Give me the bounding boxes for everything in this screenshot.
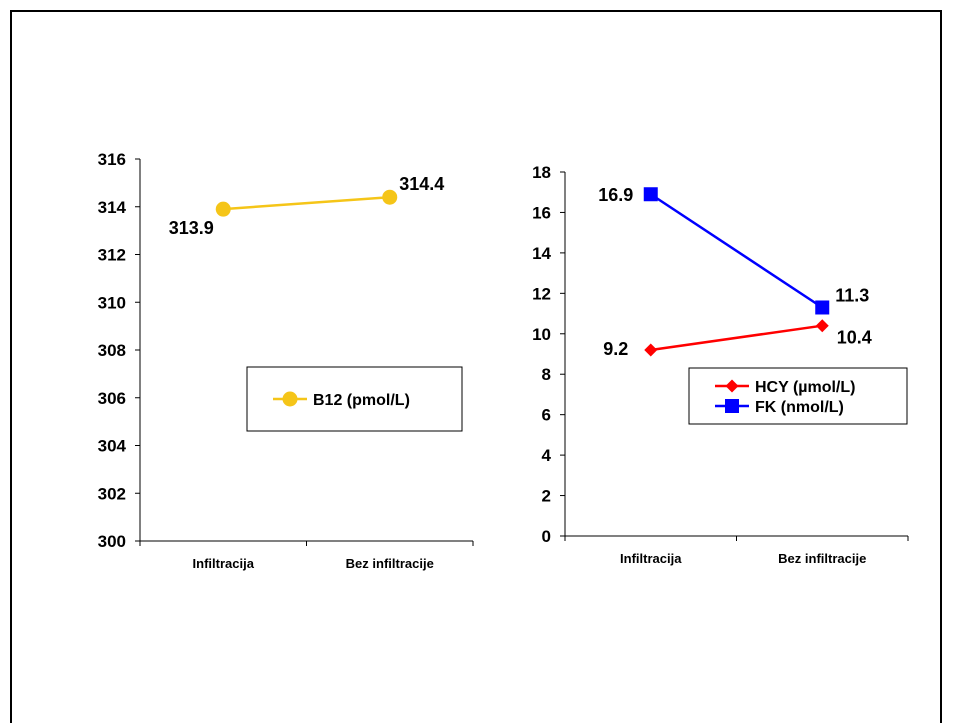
legend-box xyxy=(688,367,908,425)
y-tick-label: 0 xyxy=(542,527,551,546)
x-tick-label: Bez infiltracije xyxy=(346,556,434,571)
series-line-2 xyxy=(650,193,823,309)
y-tick-label: 310 xyxy=(98,293,126,312)
x-tick-label: Infiltracija xyxy=(620,551,682,566)
legend-swatch-marker xyxy=(725,399,739,413)
chart-1: 300 302 304 306 308 310 312 314 316 Infiltracija B… xyxy=(98,150,474,571)
data-point xyxy=(382,189,398,205)
series-line-1 xyxy=(650,324,823,352)
data-label: 16.9 xyxy=(598,185,633,205)
x-tick-label: Bez infiltracije xyxy=(778,551,866,566)
data-label: 10.4 xyxy=(837,328,872,348)
legend-box xyxy=(246,366,463,432)
legend-label: B12 (pmol/L) xyxy=(313,392,410,409)
data-point xyxy=(815,300,830,315)
data-label: 313.9 xyxy=(169,218,214,238)
data-point xyxy=(644,343,658,357)
legend: B12 (pmol/L) xyxy=(246,366,463,432)
y-tick-label: 12 xyxy=(532,284,551,303)
slide-frame xyxy=(10,10,942,723)
y-tick-label: 18 xyxy=(532,163,551,182)
series-line-1 xyxy=(223,195,390,211)
y-tick-label: 16 xyxy=(532,203,551,222)
y-tick-label: 14 xyxy=(532,244,551,263)
legend-label: FK (nmol/L) xyxy=(755,399,844,416)
y-tick-label: 4 xyxy=(542,446,552,465)
y-tick-label: 306 xyxy=(98,389,126,408)
y-tick-label: 308 xyxy=(98,341,126,360)
data-point xyxy=(643,187,658,202)
data-point xyxy=(215,201,231,217)
x-tick-label: Infiltracija xyxy=(193,556,255,571)
data-label: 11.3 xyxy=(835,285,869,305)
y-tick-label: 10 xyxy=(532,325,551,344)
y-tick-label: 6 xyxy=(542,406,551,425)
data-point xyxy=(815,319,829,333)
y-tick-label: 312 xyxy=(98,246,126,265)
y-tick-label: 300 xyxy=(98,532,126,551)
legend: HCY (µmol/L) FK (nmol/L) xyxy=(688,367,908,425)
data-label: 314.4 xyxy=(399,174,444,194)
y-tick-label: 302 xyxy=(98,484,126,503)
y-tick-label: 8 xyxy=(542,365,551,384)
y-tick-label: 316 xyxy=(98,150,126,169)
y-tick-label: 304 xyxy=(98,437,127,456)
legend-swatch-marker xyxy=(725,379,739,393)
y-tick-label: 314 xyxy=(98,198,127,217)
chart-2: 0 2 4 6 8 10 12 14 16 18 Infiltracija Bez infiltrac… xyxy=(532,163,909,566)
legend-label: HCY (µmol/L) xyxy=(755,379,855,396)
y-tick-label: 2 xyxy=(542,487,551,506)
data-label: 9.2 xyxy=(603,339,628,359)
legend-swatch-marker xyxy=(282,391,298,407)
